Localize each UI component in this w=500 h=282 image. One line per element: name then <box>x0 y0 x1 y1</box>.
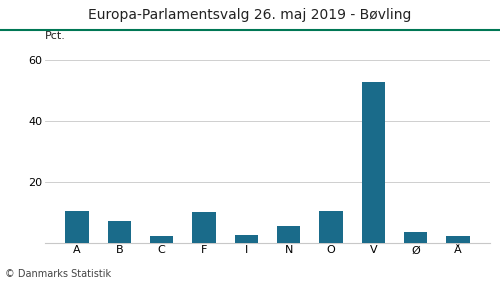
Bar <box>234 235 258 243</box>
Text: Europa-Parlamentsvalg 26. maj 2019 - Bøvling: Europa-Parlamentsvalg 26. maj 2019 - Bøv… <box>88 8 411 23</box>
Text: © Danmarks Statistik: © Danmarks Statistik <box>5 269 111 279</box>
Text: Pct.: Pct. <box>45 31 66 41</box>
Bar <box>150 236 173 243</box>
Bar <box>320 211 342 243</box>
Bar <box>446 236 470 243</box>
Bar <box>277 226 300 243</box>
Bar <box>192 212 216 243</box>
Bar <box>108 221 131 243</box>
Bar <box>65 211 88 243</box>
Bar <box>404 232 427 243</box>
Bar <box>362 81 385 243</box>
